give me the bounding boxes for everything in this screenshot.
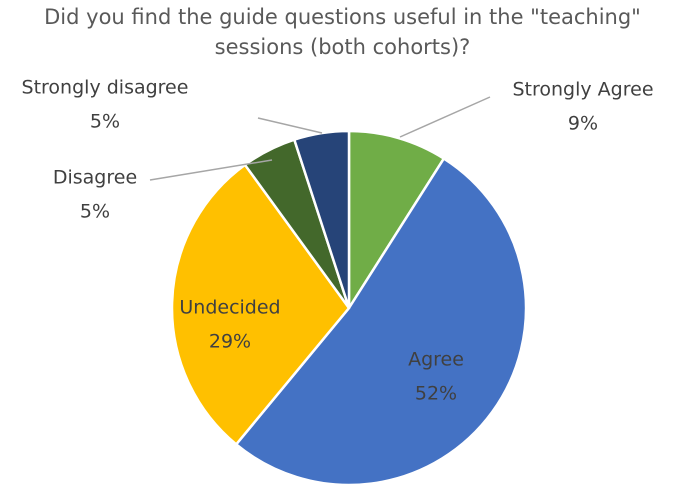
data-label-value: 9% [568,113,598,135]
data-label-value: 5% [80,201,110,223]
leader-line [257,117,323,134]
leader-line [149,159,273,181]
data-label-value: 29% [209,331,251,353]
pie-slice [347,129,446,313]
data-label-name: Strongly disagree [22,77,189,99]
chart-title: Did you find the guide questions useful … [44,5,641,59]
pie-slice [170,163,351,447]
data-label-value: 5% [90,111,120,133]
leader-line [399,96,491,138]
data-label-name: Agree [408,349,464,371]
data-label-name: Undecided [179,297,280,319]
pie-slice [234,156,528,487]
data-label-name: Strongly Agree [512,79,653,101]
data-label-name: Disagree [53,167,137,189]
data-label-value: 52% [415,383,457,405]
